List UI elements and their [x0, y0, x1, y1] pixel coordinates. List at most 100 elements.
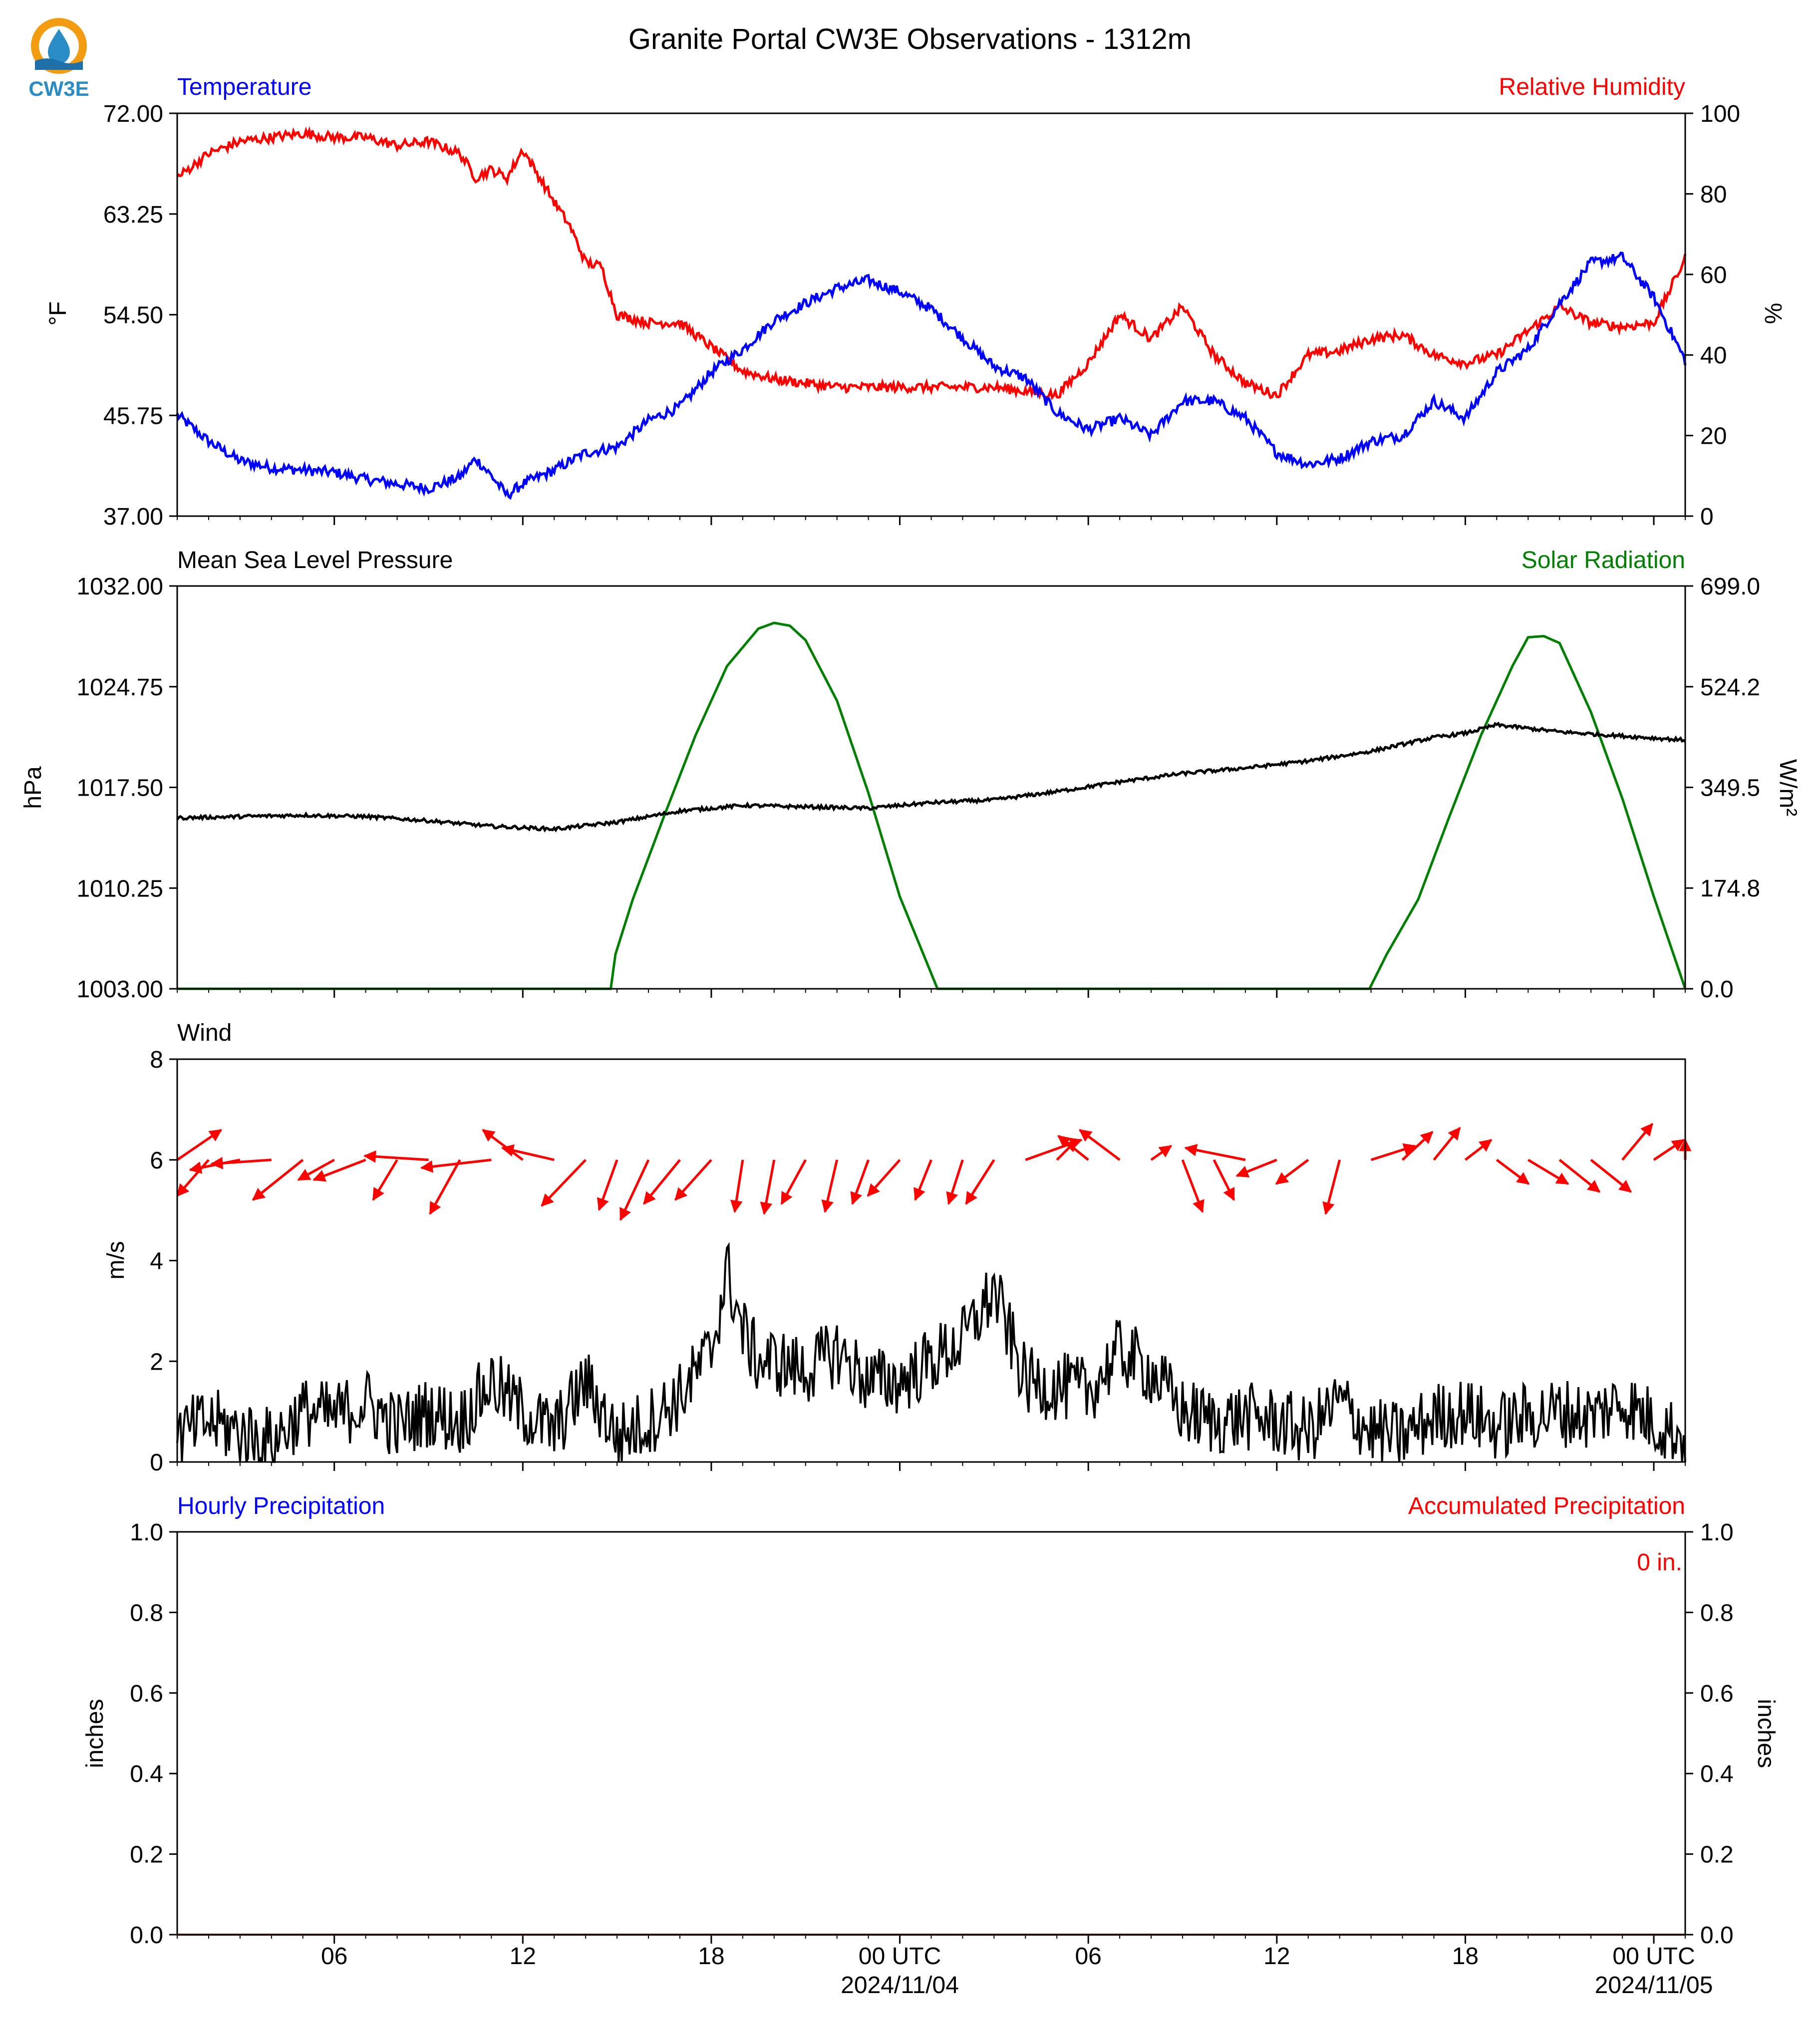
precip-right-ylabel: inches: [1753, 1699, 1779, 1768]
precip-panel: Hourly Precipitation Accumulated Precipi…: [82, 1493, 1779, 1999]
solar-radiation-line: [177, 621, 1687, 990]
wind-speed-line: [176, 1242, 1686, 1463]
right-tick-temp_rh-5-label: 100: [1700, 101, 1740, 127]
time-label-4: 06: [1075, 1943, 1101, 1970]
wind-panel: Wind m/s 0 2 4 6 8: [103, 1020, 1692, 1476]
wind-arrow-40: [1433, 1127, 1461, 1161]
panel3-time-ticks: [177, 1462, 1686, 1471]
precip-left-tick-labels: 0.0 0.2 0.4 0.6 0.8 1.0: [130, 1519, 177, 1949]
left-tick-precip-3-label: 0.6: [130, 1681, 163, 1707]
left-tick-precip-1-label: 0.2: [130, 1842, 163, 1868]
wind-arrow-20: [780, 1159, 807, 1205]
wind-arrow-42: [1496, 1159, 1530, 1185]
time-label-0: 06: [321, 1943, 347, 1970]
wind-arrow-43: [1527, 1159, 1569, 1185]
wind-arrow-45: [1590, 1159, 1632, 1193]
left-tick-pressure_solar-0-label: 1003.00: [76, 976, 163, 1003]
wind-arrow-44: [1558, 1159, 1601, 1193]
right-tick-precip-5-label: 1.0: [1700, 1519, 1734, 1546]
pressure-tick-labels: 1003.00 1010.25 1017.50 1024.75 1032.00: [76, 574, 177, 1003]
left-tick-temp_rh-4-label: 72.00: [103, 101, 163, 127]
solar-ylabel: W/m²: [1775, 759, 1801, 817]
accum-precip-total: 0 in.: [1637, 1549, 1682, 1576]
wind-arrow-24: [913, 1159, 932, 1201]
wind-arrow-25: [946, 1159, 964, 1205]
right-tick-precip-3-label: 0.6: [1700, 1681, 1734, 1707]
wind-arrow-38: [1370, 1143, 1417, 1161]
panel4-frame: [176, 1531, 1686, 1936]
wind-arrow-28: [1056, 1139, 1078, 1161]
wind-arrow-35: [1235, 1159, 1277, 1177]
wind-arrow-34: [1184, 1144, 1246, 1161]
wind-arrow-12: [501, 1144, 555, 1161]
temperature-ylabel: °F: [45, 301, 71, 326]
wind-arrow-15: [619, 1159, 650, 1221]
left-tick-wind-4-label: 8: [150, 1047, 163, 1073]
wind-arrow-36: [1275, 1159, 1309, 1185]
wind-arrow-26: [965, 1159, 995, 1205]
wind-arrow-6: [312, 1159, 366, 1182]
wind-arrow-16: [643, 1159, 681, 1205]
panel3-frame: [176, 1058, 1686, 1463]
wind-arrow-46: [1621, 1123, 1654, 1161]
wind-arrow-14: [597, 1159, 618, 1211]
wind-arrow-11: [482, 1129, 524, 1161]
left-tick-wind-3-label: 6: [150, 1148, 163, 1174]
precip-left-ylabel: inches: [82, 1699, 108, 1768]
wind-ylabel: m/s: [103, 1241, 129, 1279]
wind-arrow-1: [176, 1159, 210, 1197]
wind-arrow-9: [429, 1159, 461, 1215]
left-tick-temp_rh-0-label: 37.00: [103, 504, 163, 530]
wind-direction-arrows: [176, 1123, 1692, 1221]
panel4-time-ticks: [177, 1935, 1686, 1944]
left-tick-pressure_solar-2-label: 1017.50: [76, 775, 163, 802]
time-label-5: 12: [1263, 1943, 1290, 1970]
wind-arrow-23: [867, 1159, 901, 1197]
wind-arrow-22: [850, 1159, 870, 1205]
panel2-frame: [176, 585, 1686, 990]
left-tick-wind-1-label: 2: [150, 1349, 163, 1375]
right-tick-pressure_solar-2-label: 349.5: [1700, 775, 1760, 802]
left-tick-wind-0-label: 0: [150, 1449, 163, 1476]
wind-arrow-37: [1322, 1159, 1341, 1215]
wind-arrow-8: [363, 1150, 429, 1163]
wind-arrow-10: [420, 1159, 492, 1173]
wind-arrow-21: [821, 1159, 839, 1213]
date-label-3: 2024/11/04: [841, 1972, 959, 1999]
wind-arrow-47: [1653, 1139, 1685, 1161]
temperature-line: [176, 252, 1687, 500]
wind-arrow-19: [760, 1159, 776, 1215]
left-tick-precip-5-label: 1.0: [130, 1519, 163, 1546]
left-tick-pressure_solar-4-label: 1032.00: [76, 574, 163, 600]
solar-tick-labels: 0.0 174.8 349.5 524.2 699.0: [1685, 574, 1760, 1003]
humidity-ylabel: %: [1760, 303, 1786, 324]
right-tick-precip-1-label: 0.2: [1700, 1842, 1734, 1868]
pressure-title: Mean Sea Level Pressure: [177, 547, 453, 574]
wind-tick-labels: 0 2 4 6 8: [150, 1047, 177, 1476]
time-label-2: 18: [698, 1943, 724, 1970]
accum-precip-title: Accumulated Precipitation: [1408, 1493, 1685, 1519]
cw3e-logo: CW3E: [28, 18, 89, 100]
pressure-ylabel: hPa: [20, 766, 46, 809]
left-tick-temp_rh-3-label: 63.25: [103, 202, 163, 228]
wind-arrow-39: [1401, 1131, 1434, 1161]
temperature-title: Temperature: [177, 74, 311, 100]
wind-arrow-29: [1057, 1135, 1089, 1161]
humidity-line: [176, 126, 1687, 400]
hourly-precip-title: Hourly Precipitation: [177, 1493, 385, 1519]
panel1-time-ticks: [177, 516, 1686, 525]
right-tick-pressure_solar-3-label: 524.2: [1700, 674, 1760, 701]
time-label-1: 12: [510, 1943, 536, 1970]
wind-arrow-17: [674, 1159, 712, 1201]
panel2-time-ticks: [177, 989, 1686, 998]
right-tick-precip-4-label: 0.8: [1700, 1600, 1734, 1626]
pressure-line: [176, 721, 1686, 833]
time-label-6: 18: [1452, 1943, 1479, 1970]
temperature-tick-labels: 37.00 45.75 54.50 63.25 72.00: [103, 101, 177, 530]
wind-arrow-7: [372, 1159, 398, 1201]
right-tick-pressure_solar-4-label: 699.0: [1700, 574, 1760, 600]
temp-rh-panel: Temperature Relative Humidity °F % 37.00…: [45, 74, 1786, 530]
right-tick-precip-0-label: 0.0: [1700, 1922, 1734, 1949]
wind-arrow-0: [176, 1129, 223, 1161]
